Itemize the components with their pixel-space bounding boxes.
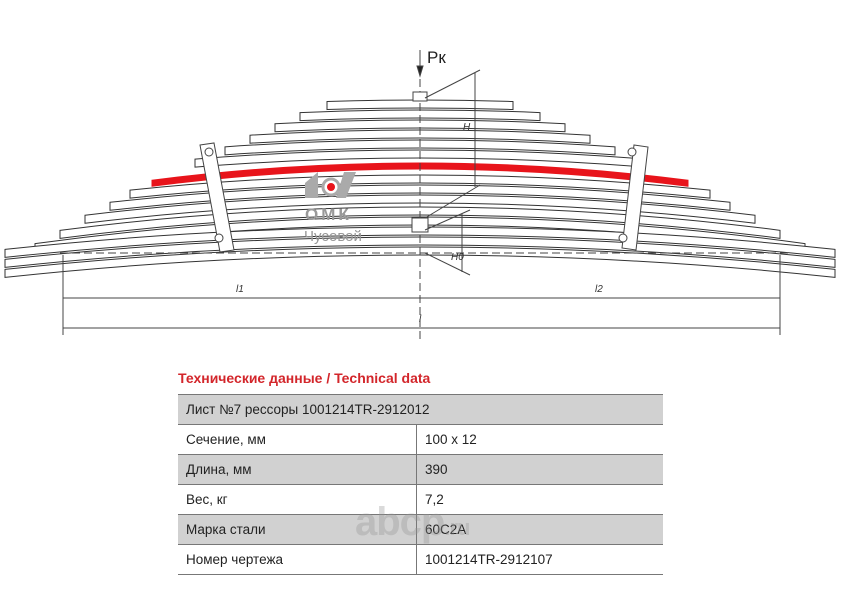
load-label: Pк: [427, 48, 446, 67]
leaf-spring-drawing: [4, 50, 836, 340]
l1-label: l1: [236, 284, 244, 295]
spring-leaf: [59, 206, 781, 239]
l-label: l: [419, 314, 422, 325]
row-label: Номер чертежа: [178, 544, 417, 575]
clamp-bolt: [627, 147, 637, 157]
highlighted-leaf-7: [151, 162, 689, 187]
row-value: 60С2А: [416, 514, 663, 545]
technical-data-title: Технические данные / Technical data: [178, 370, 431, 386]
watermark: abcp.ru: [355, 500, 470, 544]
spring-clamp: [199, 142, 235, 253]
row-label: Марка стали: [178, 514, 417, 545]
omk-logo: [305, 172, 356, 198]
table-row: Вес, кг 7,2: [178, 484, 663, 515]
row-value: 1001214TR-2912107: [416, 544, 663, 575]
logo-brand: ОМК: [305, 205, 352, 224]
l2-label: l2: [595, 284, 603, 295]
row-value: 100 x 12: [416, 424, 663, 455]
center-nut: [411, 217, 429, 233]
row-label: Вес, кг: [178, 484, 417, 515]
table-row: Сечение, мм 100 x 12: [178, 424, 663, 455]
spring-leaf: [274, 119, 566, 133]
table-row: Длина, мм 390: [178, 454, 663, 485]
row-label: Длина, мм: [178, 454, 417, 485]
table-row: Марка стали 60С2А: [178, 514, 663, 545]
spring-leaf: [249, 129, 591, 144]
spring-leaf: [224, 139, 616, 156]
table-header-row: Лист №7 рессоры 1001214TR-2912012: [178, 394, 663, 425]
spring-clamp: [621, 144, 649, 251]
table-row: Номер чертежа 1001214TR-2912107: [178, 544, 663, 575]
h0-label: H0: [451, 252, 464, 263]
clamp-bolt: [214, 233, 224, 243]
clamp-bolt: [204, 147, 214, 157]
spring-leaf: [129, 174, 711, 199]
h-label: H: [463, 122, 471, 133]
row-value: 7,2: [416, 484, 663, 515]
clamp-bolt: [618, 233, 628, 243]
technical-data-table: Лист №7 рессоры 1001214TR-2912012 Сечени…: [178, 394, 663, 575]
spring-leaf: [4, 246, 836, 278]
row-label: Сечение, мм: [178, 424, 417, 455]
logo-city: Чусовой: [304, 228, 362, 245]
row-value: 390: [416, 454, 663, 485]
center-bolt-head: [412, 91, 428, 102]
load-arrow-head: [416, 65, 424, 78]
table-header: Лист №7 рессоры 1001214TR-2912012: [178, 394, 663, 425]
